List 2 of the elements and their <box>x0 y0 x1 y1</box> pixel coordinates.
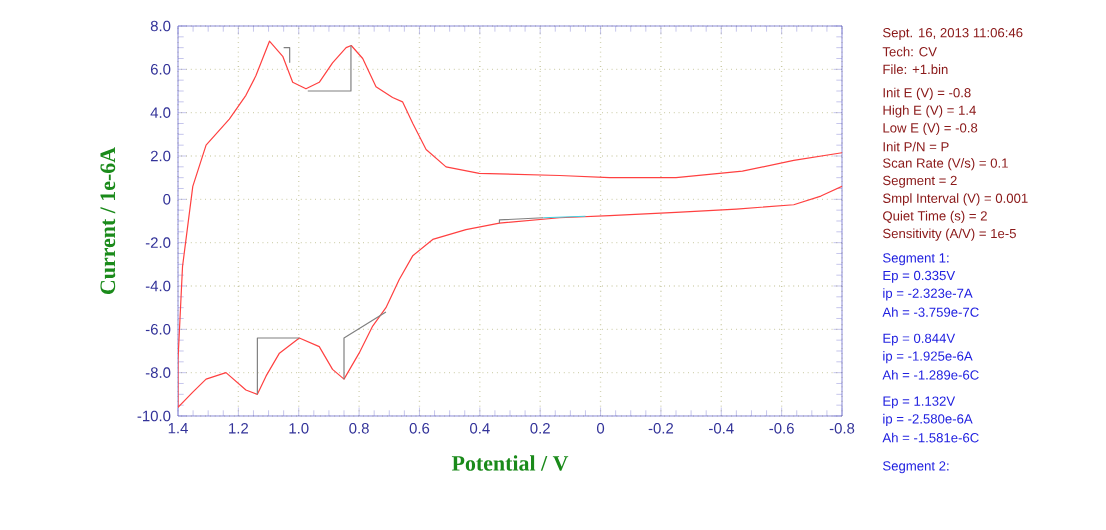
y-axis-title: Current / 1e-6A <box>100 147 116 294</box>
x-axis-title: Potential / V <box>451 455 569 471</box>
